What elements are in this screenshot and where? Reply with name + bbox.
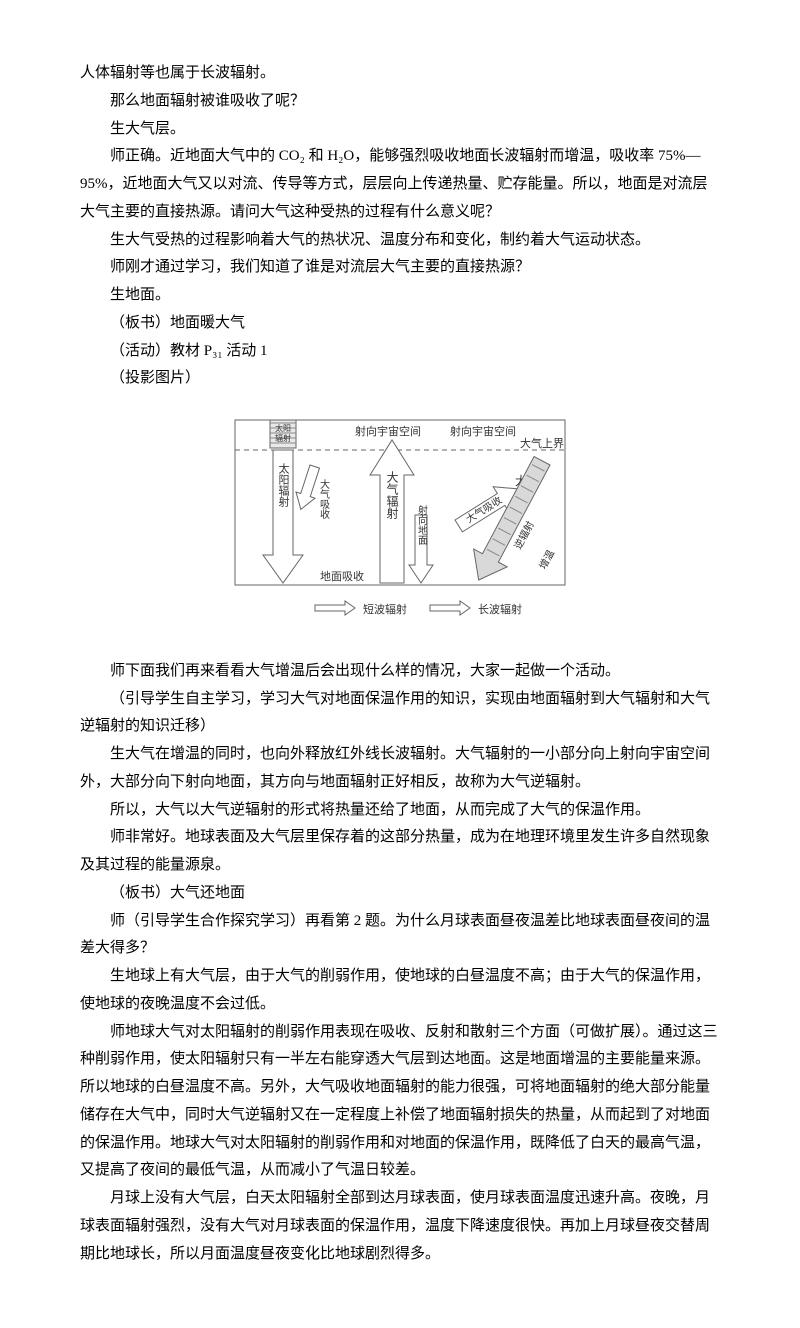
solar-radiation-label: 太阳辐射 xyxy=(277,463,290,508)
paragraph: 师正确。近地面大气中的 CO₂ 和 H₂O，能够强烈吸收地面长波辐射而增温，吸收… xyxy=(80,143,720,226)
atm-absorb-left-label: 大气吸收 xyxy=(318,478,330,520)
to-space-label-1: 射向宇宙空间 xyxy=(355,424,421,438)
paragraph: 师（引导学生合作探究学习）再看第 2 题。为什么月球表面昼夜温差比地球表面昼夜间… xyxy=(80,908,720,964)
paragraph: 生大气层。 xyxy=(80,116,720,144)
paragraph: （引导学生自主学习，学习大气对地面保温作用的知识，实现由地面辐射到大气辐射和大气… xyxy=(80,686,720,742)
paragraph: （板书）地面暖大气 xyxy=(80,310,720,338)
upper-boundary-label: 大气上界 xyxy=(520,436,564,450)
paragraph: 生地面。 xyxy=(80,282,720,310)
to-space-label-2: 射向宇宙空间 xyxy=(450,424,516,438)
paragraph: 生地球上有大气层，由于大气的削弱作用，使地球的白昼温度不高；由于大气的保温作用，… xyxy=(80,963,720,1019)
paragraph: 生大气受热的过程影响着大气的热状况、温度分布和变化，制约着大气运动状态。 xyxy=(80,227,720,255)
paragraph: 师地球大气对太阳辐射的削弱作用表现在吸收、反射和散射三个方面（可做扩展）。通过这… xyxy=(80,1019,720,1186)
svg-text:太阳: 太阳 xyxy=(275,423,291,433)
paragraph: 人体辐射等也属于长波辐射。 xyxy=(80,60,720,88)
paragraph: （板书）大气还地面 xyxy=(80,880,720,908)
paragraph: 所以，大气以大气逆辐射的形式将热量还给了地面，从而完成了大气的保温作用。 xyxy=(80,797,720,825)
paragraph: 师非常好。地球表面及大气层里保存着的这部分热量，成为在地理环境里发生许多自然现象… xyxy=(80,824,720,880)
to-ground-label: 射向地面 xyxy=(416,505,428,546)
legend-long-label: 长波辐射 xyxy=(478,602,522,616)
legend-short-label: 短波辐射 xyxy=(363,602,407,616)
paragraph: （活动）教材 P₃₁ 活动 1 xyxy=(80,338,720,366)
paragraph: 生大气在增温的同时，也向外释放红外线长波辐射。大气辐射的一小部分向上射向宇宙空间… xyxy=(80,741,720,797)
paragraph: 师下面我们再来看看大气增温后会出现什么样的情况，大家一起做一个活动。 xyxy=(80,658,720,686)
ground-absorb-label: 地面吸收 xyxy=(320,569,364,583)
paragraph: 月球上没有大气层，白天太阳辐射全部到达月球表面，使月球表面温度迅速升高。夜晚，月… xyxy=(80,1185,720,1268)
paragraph: 师刚才通过学习，我们知道了谁是对流层大气主要的直接热源？ xyxy=(80,254,720,282)
sun-block: 太阳 辐射 xyxy=(270,420,296,448)
paragraph: 那么地面辐射被谁吸收了呢？ xyxy=(80,88,720,116)
atm-radiation-label: 大气辐射 xyxy=(385,471,399,520)
legend: 短波辐射 长波辐射 xyxy=(315,601,522,616)
svg-text:辐射: 辐射 xyxy=(275,433,291,443)
paragraph: （投影图片） xyxy=(80,365,720,393)
radiation-diagram: 太阳 辐射 太阳辐射 大气吸收 地面吸收 射向宇宙空间 射向宇宙空间 大气上界 … xyxy=(80,405,720,646)
